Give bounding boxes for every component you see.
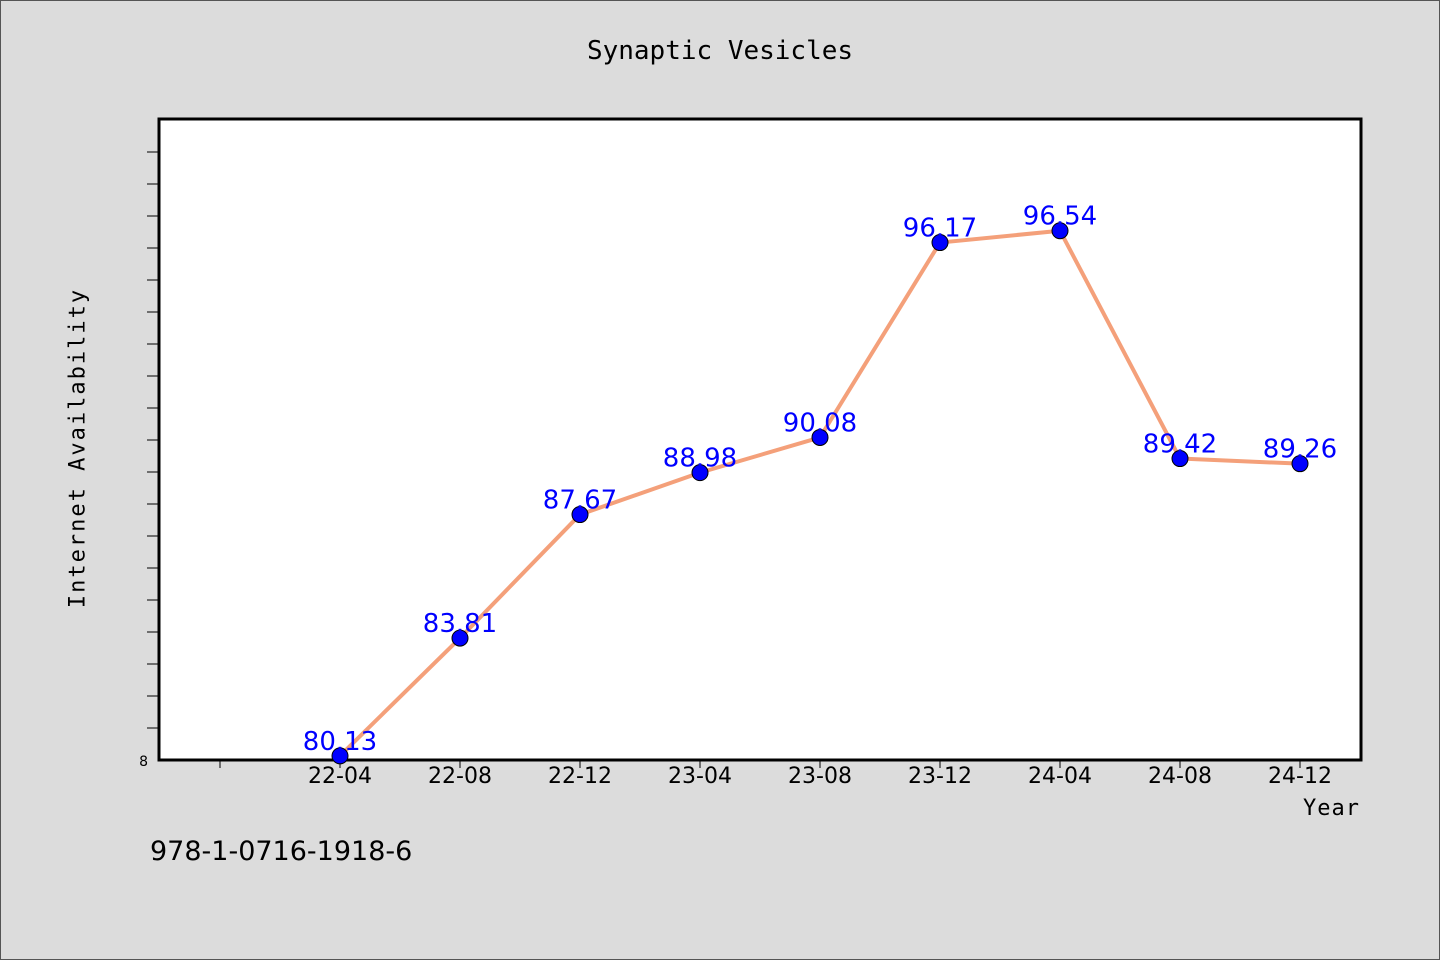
footnote-isbn: 978-1-0716-1918-6 (150, 836, 413, 867)
data-label: 88.98 (663, 444, 737, 474)
series-markers (331, 222, 1309, 765)
x-tick-label: 22-04 (308, 764, 372, 789)
data-label: 89.42 (1143, 430, 1217, 460)
data-label: 87.67 (543, 486, 617, 516)
x-tick-label: 23-04 (668, 764, 732, 789)
chart-title: Synaptic Vesicles (586, 36, 854, 66)
data-labels: 80.13 83.81 87.67 88.98 90.08 96.17 96.54 89.42… (303, 202, 1337, 757)
x-tick-label: 23-08 (788, 764, 852, 789)
data-label: 80.13 (303, 727, 377, 757)
data-point (1051, 222, 1069, 240)
data-point (691, 464, 709, 482)
data-label: 83.81 (423, 609, 497, 639)
x-tick-label: 24-12 (1268, 764, 1332, 789)
x-axis-label: Year (1303, 796, 1360, 821)
data-point (811, 428, 829, 446)
data-point (1291, 455, 1309, 473)
plot-area (157, 117, 1363, 762)
data-point (931, 234, 949, 252)
x-tick-label: 23-12 (908, 764, 972, 789)
x-tick-label: 22-12 (548, 764, 612, 789)
x-tick-label: 24-04 (1028, 764, 1092, 789)
data-point (451, 629, 469, 647)
y-tick-label: 8 (139, 754, 148, 770)
data-point (1171, 450, 1189, 468)
x-axis-tick-labels: 22-04 22-08 22-12 23-04 23-08 23-12 24-04 24-08… (308, 764, 1332, 789)
data-label: 90.08 (783, 408, 857, 438)
data-label: 89.26 (1263, 435, 1337, 465)
x-tick-label: 24-08 (1148, 764, 1212, 789)
y-axis-ticks (147, 151, 160, 729)
data-label: 96.17 (903, 214, 977, 244)
data-point (331, 747, 349, 765)
data-label: 96.54 (1023, 202, 1097, 232)
x-tick-label: 22-08 (428, 764, 492, 789)
data-point (571, 506, 589, 524)
